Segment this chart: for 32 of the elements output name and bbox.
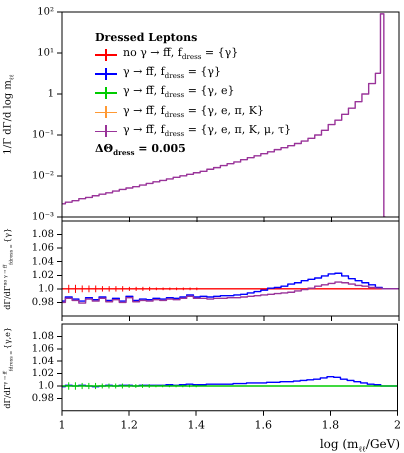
y-tick-label: 0.98 — [32, 297, 54, 308]
y-tick-label: 1.06 — [32, 343, 54, 354]
x-tick-label: 1.6 — [254, 418, 272, 432]
y-tick-label: 1.02 — [32, 368, 54, 380]
legend-label: γ → ff̄, f$_{dress}$ = {γ, e, π, K} — [123, 102, 264, 121]
annotation: ΔΘ$_{dress}$ = 0.005 — [95, 140, 187, 160]
legend-label: γ → ff̄, f$_{dress}$ = {γ} — [123, 64, 221, 82]
y-tick-label: 10² — [37, 6, 54, 18]
y-tick-label: 1.04 — [32, 256, 54, 268]
x-tick-label: 1.8 — [322, 418, 340, 432]
y-tick-label: 10⁻¹ — [32, 130, 54, 141]
y-tick-label: 1.08 — [32, 229, 54, 240]
y-tick-label: 1.08 — [32, 330, 54, 342]
y-tick-label: 1.02 — [32, 270, 54, 281]
legend-label: γ → ff̄, f$_{dress}$ = {γ, e, π, K, μ, τ} — [123, 122, 292, 140]
x-axis-title: log (m$_{ℓℓ}$/GeV) — [320, 436, 400, 453]
x-tick-label: 1.2 — [120, 418, 138, 432]
x-tick-label: 1 — [58, 418, 66, 432]
legend-label: no γ → ff̄, f$_{dress}$ = {γ} — [123, 45, 238, 64]
y-tick-label: 1 — [48, 88, 54, 100]
y-tick-label: 1.06 — [32, 242, 54, 254]
y-tick-label: 10¹ — [37, 48, 54, 59]
x-tick-label: 1.4 — [187, 418, 205, 432]
y-tick-label: 10⁻³ — [32, 212, 54, 223]
y-tick-label: 1.0 — [38, 283, 54, 294]
y-tick-label: 0.98 — [32, 392, 54, 404]
y-tick-label: 1.0 — [38, 380, 54, 392]
y-tick-label: 1.04 — [32, 356, 54, 367]
x-tick-label: 2 — [394, 418, 401, 432]
y-tick-label: 10⁻² — [32, 170, 54, 182]
legend-label: γ → ff̄, f$_{dress}$ = {γ, e} — [123, 83, 235, 102]
legend-title: Dressed Leptons — [95, 30, 198, 45]
